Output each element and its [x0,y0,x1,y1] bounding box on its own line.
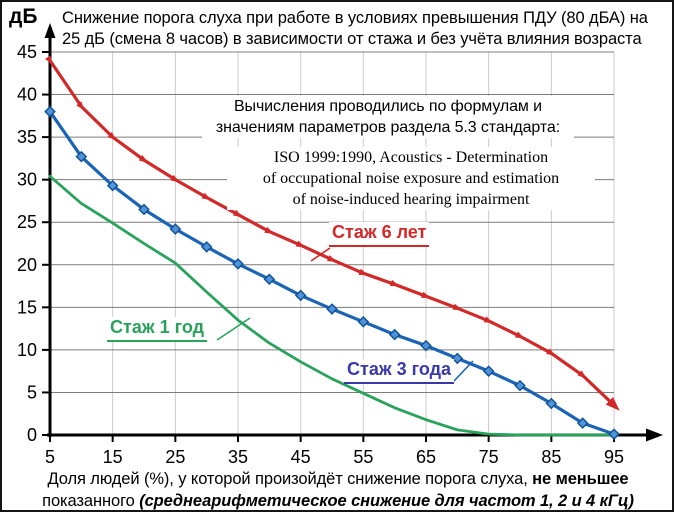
diamond-marker [232,258,244,270]
x-tick-label: 15 [103,447,123,467]
triangle-marker [546,348,556,356]
y-axis-arrow [44,23,56,38]
iso-annotation-line3: of noise-induced hearing impairment [292,191,530,208]
x-tick-label: 55 [353,447,373,467]
diamond-marker [200,241,213,253]
triangle-marker [45,55,53,65]
diamond-marker [44,105,56,118]
iso-standard-annotation: ISO 1999:1990, Acoustics - Determination… [227,147,595,210]
y-tick-label: 25 [17,212,37,232]
y-tick-label: 30 [17,170,37,190]
triangle-marker [327,255,337,262]
triangle-marker [421,291,431,299]
series-label-1-year: Стаж 1 год [107,317,208,342]
triangle-marker [138,155,149,163]
series-line-2 [48,174,616,437]
triangle-marker [605,397,620,411]
callout-line-3-years [453,360,474,382]
chart-title-line2: 25 дБ (смена 8 часов) в зависимости от с… [62,30,642,48]
diamond-marker [263,273,276,286]
diamond-marker [75,150,88,163]
iso-annotation-line1: ISO 1999:1990, Acoustics - Determination [273,149,549,166]
iso-annotation-line2: of occupational noise exposure and estim… [262,170,560,187]
diamond-marker [357,316,370,328]
diamond-marker [138,203,150,216]
y-tick-label: 35 [17,127,37,147]
y-axis-unit-label: дБ [9,5,38,28]
x-tick-label: 35 [228,447,248,467]
diamond-marker [106,179,119,192]
triangle-marker [170,174,180,183]
y-tick-label: 45 [17,42,37,62]
triangle-marker [483,316,494,323]
chart-title: Снижение порога слуха при работе в услов… [62,8,672,50]
callout-line-6-years [310,247,331,262]
x-axis-caption-part1: Доля людей (%), у которой произойдёт сни… [47,470,533,488]
triangle-marker [452,303,462,311]
diamond-marker [545,397,558,410]
diamond-marker [482,365,495,377]
triangle-marker [264,226,274,234]
triangle-marker [295,240,306,248]
x-axis-caption-part2: показанного [42,492,140,510]
method-annotation: Вычисления проводились по формулам и зна… [202,96,574,138]
series-label-6-years: Стаж 6 лет [329,222,430,247]
triangle-marker [232,209,243,217]
y-tick-label: 10 [17,340,37,360]
x-tick-label: 95 [604,447,624,467]
series-label-3-years: Стаж 3 года [344,359,455,384]
callout-line-1-year [216,317,251,341]
diamond-marker [326,303,338,315]
triangle-marker [389,279,400,287]
method-annotation-line1: Вычисления проводились по формулам и [233,98,543,115]
diamond-marker [294,289,307,302]
y-tick-label: 40 [17,85,37,105]
diamond-marker [451,352,464,365]
x-axis-caption-bold: не меньшее [532,470,629,488]
diamond-marker [420,339,432,352]
x-axis-arrow [646,428,663,442]
triangle-marker [358,268,368,276]
triangle-marker [107,132,117,141]
diamond-marker [608,428,620,440]
y-tick-label: 20 [17,255,37,275]
chart-title-line1: Снижение порога слуха при работе в услов… [62,9,648,27]
x-tick-label: 85 [541,447,561,467]
diamond-marker [388,328,401,341]
x-tick-label: 75 [479,447,499,467]
method-annotation-line2: значениям параметров раздела 5.3 стандар… [215,119,561,136]
triangle-marker [577,370,587,379]
y-tick-label: 15 [17,297,37,317]
x-axis-caption: Доля людей (%), у которой произойдёт сни… [10,468,666,510]
triangle-marker [514,331,525,339]
y-tick-label: 5 [27,382,37,402]
diamond-marker [576,417,589,429]
x-tick-label: 65 [416,447,436,467]
triangle-marker [201,192,212,200]
diamond-marker [514,379,526,392]
x-axis-caption-italic: (среднеарифметическое снижение для часто… [139,492,634,510]
x-tick-label: 45 [291,447,311,467]
y-tick-label: 0 [27,425,37,445]
x-tick-label: 25 [165,447,185,467]
triangle-marker [76,101,85,111]
diamond-marker [169,223,182,235]
x-tick-label: 5 [45,447,55,467]
